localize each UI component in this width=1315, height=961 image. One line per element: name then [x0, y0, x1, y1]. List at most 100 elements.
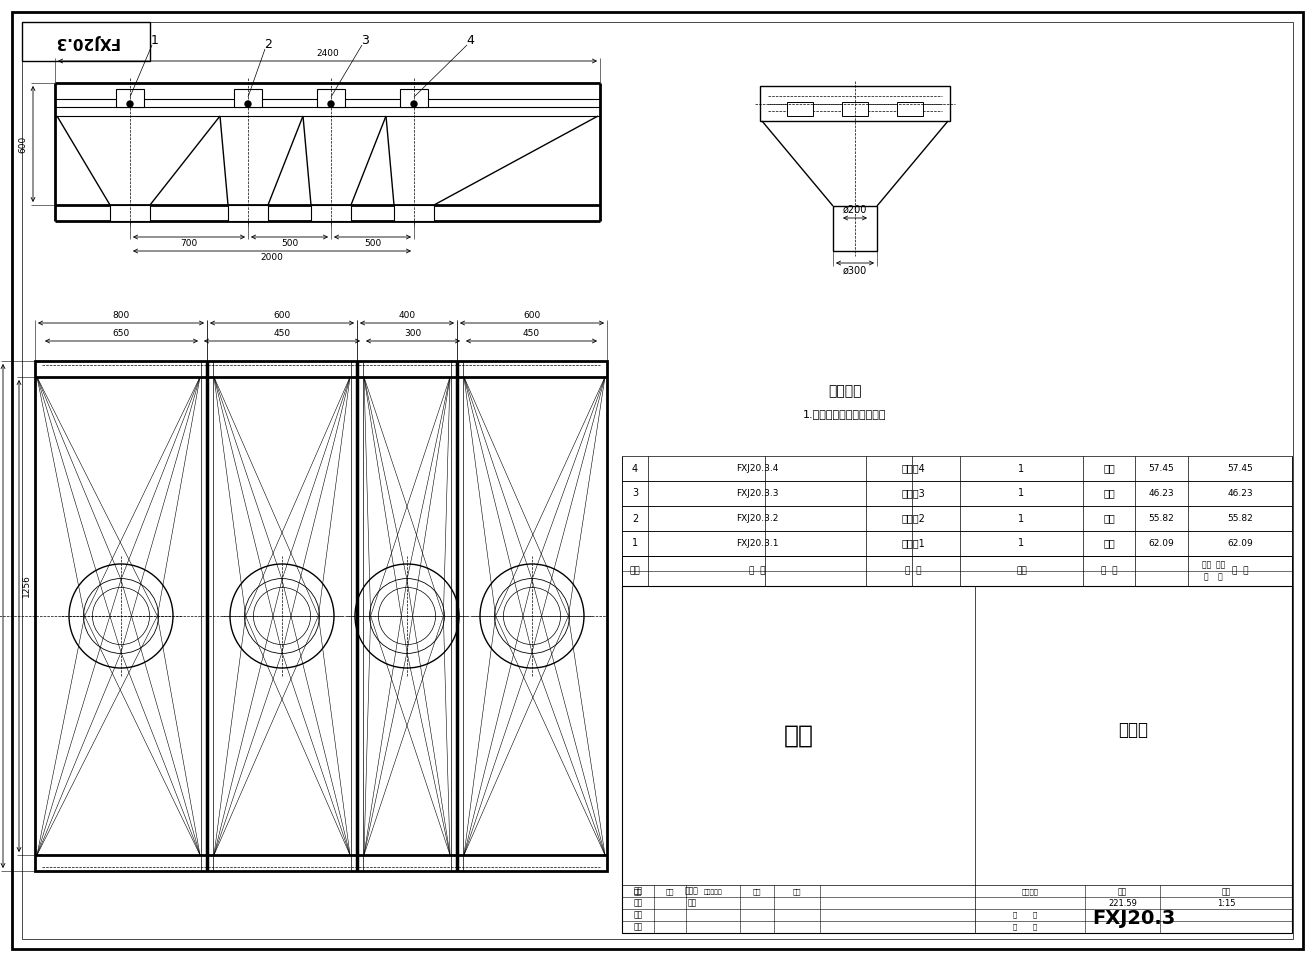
- Text: 700: 700: [180, 239, 197, 249]
- Text: FXJ20.3.3: FXJ20.3.3: [736, 489, 778, 498]
- Text: 2400: 2400: [316, 50, 339, 59]
- Text: 出料口2: 出料口2: [901, 513, 924, 524]
- Text: 600: 600: [523, 311, 540, 321]
- Bar: [22, 22, 150, 61]
- Text: 数量: 数量: [665, 889, 675, 896]
- Text: 页: 页: [1032, 912, 1038, 919]
- Text: 比例: 比例: [1222, 888, 1231, 897]
- Text: 3: 3: [362, 35, 370, 47]
- Text: FXJ20.3.4: FXJ20.3.4: [736, 464, 778, 473]
- Text: 共: 共: [1013, 912, 1016, 919]
- Bar: [116, 89, 145, 107]
- Text: 57.45: 57.45: [1227, 464, 1253, 473]
- Bar: [760, 86, 949, 121]
- Text: 55.82: 55.82: [1148, 514, 1174, 523]
- Text: 日期: 日期: [793, 889, 801, 896]
- Text: 1: 1: [1018, 513, 1024, 524]
- Text: 备  注: 备 注: [1232, 566, 1248, 576]
- Bar: [842, 102, 868, 116]
- Text: 出料口3: 出料口3: [901, 488, 924, 499]
- Text: 4: 4: [466, 35, 473, 47]
- Text: 1: 1: [633, 538, 638, 549]
- Circle shape: [128, 101, 133, 107]
- Text: 部件: 部件: [1103, 488, 1115, 499]
- Text: 1:15: 1:15: [1216, 899, 1235, 907]
- Text: 技术要求: 技术要求: [828, 384, 861, 398]
- Bar: [312, 205, 351, 221]
- Text: 材  料: 材 料: [1101, 566, 1118, 576]
- Text: 重量: 重量: [1118, 888, 1127, 897]
- Text: 出料口: 出料口: [1119, 722, 1148, 740]
- Text: 46.23: 46.23: [1149, 489, 1174, 498]
- Text: 1.出料口连接处用软连接。: 1.出料口连接处用软连接。: [803, 409, 886, 419]
- Text: 部件: 部件: [784, 724, 814, 748]
- Text: 部件: 部件: [1103, 513, 1115, 524]
- Text: 55.82: 55.82: [1227, 514, 1253, 523]
- Text: 工艺: 工艺: [634, 923, 643, 931]
- Text: 4: 4: [633, 463, 638, 474]
- Text: 部件: 部件: [1103, 463, 1115, 474]
- Text: 序号: 序号: [630, 566, 640, 576]
- Text: 400: 400: [398, 311, 416, 321]
- Bar: [622, 506, 1293, 531]
- Text: 部件: 部件: [1103, 538, 1115, 549]
- Text: 3: 3: [633, 488, 638, 499]
- Text: 第: 第: [1013, 924, 1016, 930]
- Text: 标记: 标记: [634, 889, 642, 896]
- Text: 500: 500: [281, 239, 299, 249]
- Bar: [622, 531, 1293, 556]
- Text: FXJ20.3: FXJ20.3: [54, 34, 118, 48]
- Text: 签字: 签字: [752, 889, 761, 896]
- Bar: [897, 102, 923, 116]
- Text: 标准化: 标准化: [685, 886, 700, 896]
- Text: ø300: ø300: [843, 266, 867, 276]
- Text: 62.09: 62.09: [1227, 539, 1253, 548]
- Text: FXJ20.3: FXJ20.3: [1091, 908, 1176, 927]
- Bar: [227, 205, 268, 221]
- Text: ø200: ø200: [843, 205, 867, 215]
- Text: 图样标记: 图样标记: [1022, 889, 1039, 896]
- Text: 设计: 设计: [634, 886, 643, 896]
- Text: 450: 450: [523, 330, 540, 338]
- Bar: [36, 361, 608, 871]
- Circle shape: [412, 101, 417, 107]
- Text: 1: 1: [151, 35, 159, 47]
- Text: 1: 1: [1018, 488, 1024, 499]
- Text: 450: 450: [274, 330, 291, 338]
- Circle shape: [327, 101, 334, 107]
- Text: 800: 800: [112, 311, 130, 321]
- Text: 2: 2: [633, 513, 638, 524]
- Bar: [622, 586, 1293, 933]
- Bar: [400, 89, 427, 107]
- Text: 46.23: 46.23: [1227, 489, 1253, 498]
- Text: 2: 2: [264, 38, 272, 52]
- Circle shape: [245, 101, 251, 107]
- Text: 1: 1: [1018, 538, 1024, 549]
- Bar: [622, 456, 1293, 481]
- Text: 221.59: 221.59: [1109, 899, 1137, 907]
- Text: 批准: 批准: [688, 899, 697, 907]
- Text: 出料口1: 出料口1: [901, 538, 924, 549]
- Text: 1256: 1256: [21, 575, 30, 598]
- Text: 更改文件号: 更改文件号: [704, 889, 722, 895]
- Text: 审核: 审核: [634, 910, 643, 920]
- Text: 名  称: 名 称: [905, 566, 922, 576]
- Text: 62.09: 62.09: [1148, 539, 1174, 548]
- Text: 数量: 数量: [1016, 566, 1027, 576]
- Text: FXJ20.3.1: FXJ20.3.1: [736, 539, 778, 548]
- Text: 57.45: 57.45: [1148, 464, 1174, 473]
- Bar: [786, 102, 813, 116]
- Text: FXJ20.3.2: FXJ20.3.2: [736, 514, 778, 523]
- Text: 页: 页: [1032, 924, 1038, 930]
- Text: 600: 600: [18, 136, 28, 153]
- Bar: [832, 206, 877, 251]
- Text: 1: 1: [1018, 463, 1024, 474]
- Bar: [110, 205, 150, 221]
- Text: 600: 600: [274, 311, 291, 321]
- Text: 重    量: 重 量: [1205, 573, 1223, 581]
- Bar: [394, 205, 434, 221]
- Text: 单件  总计: 单件 总计: [1202, 560, 1226, 570]
- Text: 2000: 2000: [260, 254, 284, 262]
- Text: 校对: 校对: [634, 899, 643, 907]
- Bar: [317, 89, 345, 107]
